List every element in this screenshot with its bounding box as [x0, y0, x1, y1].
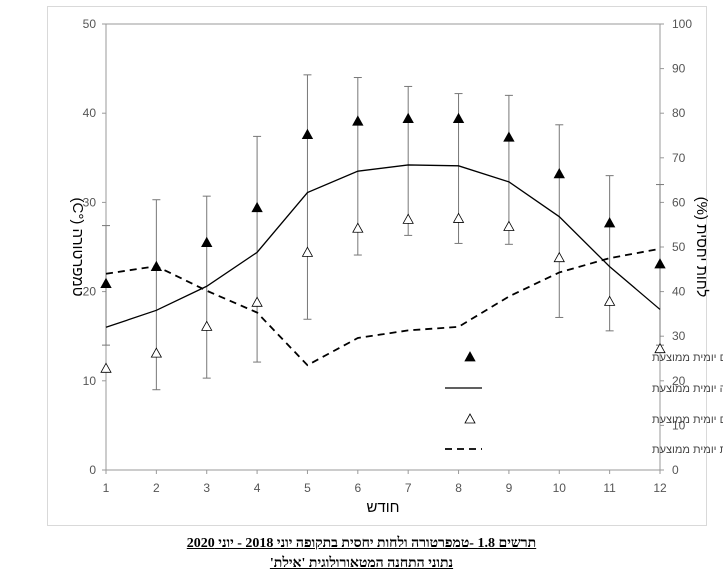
x-tick-label: 4: [254, 481, 261, 495]
y-left-tick-label: 0: [89, 463, 96, 477]
point-max-temperature: [553, 168, 565, 179]
x-tick-label: 11: [603, 481, 616, 495]
point-min-temperature: [654, 342, 666, 354]
point-min-temperature: [452, 212, 465, 223]
point-max-temperature: [201, 236, 213, 247]
plot-area: [105, 23, 661, 471]
y-left-tick-label: 30: [83, 195, 97, 209]
point-min-temperature: [603, 295, 616, 306]
y-right-tick-label: 80: [672, 106, 686, 120]
x-tick-label: 8: [455, 481, 462, 495]
y-right-axis-title: לחות יחסית (%): [693, 197, 710, 298]
y-right-tick-label: 40: [672, 285, 686, 299]
y-right-tick-label: 70: [672, 151, 686, 165]
x-tick-label: 5: [304, 481, 311, 495]
x-tick-label: 7: [405, 481, 412, 495]
chart-caption-source: נתוני התחנה המטאורולוגית 'אילת': [269, 556, 454, 571]
point-max-temperature: [100, 277, 112, 288]
point-min-temperature: [100, 362, 112, 373]
y-right-tick-label: 0: [672, 463, 679, 477]
y-right-tick-label: 100: [672, 17, 692, 31]
x-axis-title: חודש: [366, 499, 399, 516]
x-tick-label: 3: [203, 481, 210, 495]
series-line-average-temperature: [105, 164, 661, 328]
legend-label: טמפרטורת מינימום יומית ממוצעת: [652, 414, 723, 426]
chart-caption-title: תרשים 1.8 -טמפרטורה ולחות יחסית בתקופה י…: [186, 536, 537, 551]
x-tick-label: 1: [103, 481, 110, 495]
y-left-tick-label: 20: [83, 285, 97, 299]
point-max-temperature: [301, 128, 314, 140]
y-left-tick-label: 10: [83, 374, 97, 388]
point-min-temperature: [150, 347, 163, 358]
legend-label: טמפרטורה יומית ממוצעת: [652, 383, 723, 395]
point-max-temperature: [603, 217, 616, 228]
legend-label: לחות יחסית יומית ממוצעת: [652, 443, 723, 456]
chart-frame: [47, 6, 707, 526]
legend-marker-min: [464, 413, 476, 424]
point-max-temperature: [352, 115, 364, 126]
series-line-relative-humidity: [105, 247, 661, 367]
x-tick-label: 2: [153, 481, 160, 495]
point-max-temperature: [150, 260, 163, 272]
point-min-temperature: [301, 246, 314, 257]
y-right-tick-label: 60: [672, 195, 686, 209]
point-max-temperature: [503, 131, 515, 142]
x-tick-label: 9: [506, 481, 513, 495]
point-min-temperature: [352, 222, 364, 233]
point-min-temperature: [553, 251, 565, 263]
x-tick-label: 12: [653, 481, 667, 495]
y-left-tick-label: 40: [83, 106, 97, 120]
x-tick-label: 6: [354, 481, 361, 495]
point-min-temperature: [402, 213, 414, 224]
legend-label: טמפרטורת מקסימום יומית ממוצעת: [652, 352, 723, 364]
y-right-tick-label: 30: [672, 329, 686, 343]
y-right-tick-label: 10: [672, 418, 686, 432]
y-right-tick-label: 90: [672, 62, 686, 76]
point-max-temperature: [654, 258, 666, 269]
point-max-temperature: [452, 112, 465, 123]
point-max-temperature: [402, 112, 414, 123]
y-left-tick-label: 50: [83, 17, 97, 31]
point-min-temperature: [201, 320, 213, 331]
y-left-axis-title: טמפרטורה (°C): [69, 197, 86, 296]
y-right-tick-label: 50: [672, 240, 686, 254]
point-max-temperature: [251, 201, 263, 213]
y-right-tick-label: 20: [672, 374, 686, 388]
legend-marker-max: [464, 351, 476, 362]
point-min-temperature: [503, 220, 515, 231]
x-tick-label: 10: [553, 481, 567, 495]
point-min-temperature: [251, 296, 263, 307]
